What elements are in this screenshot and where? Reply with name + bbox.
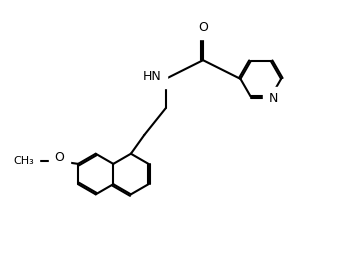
Text: HN: HN bbox=[143, 70, 162, 83]
Text: N: N bbox=[268, 92, 278, 105]
Text: O: O bbox=[54, 151, 64, 164]
Text: CH₃: CH₃ bbox=[13, 156, 34, 166]
Text: O: O bbox=[198, 21, 208, 34]
